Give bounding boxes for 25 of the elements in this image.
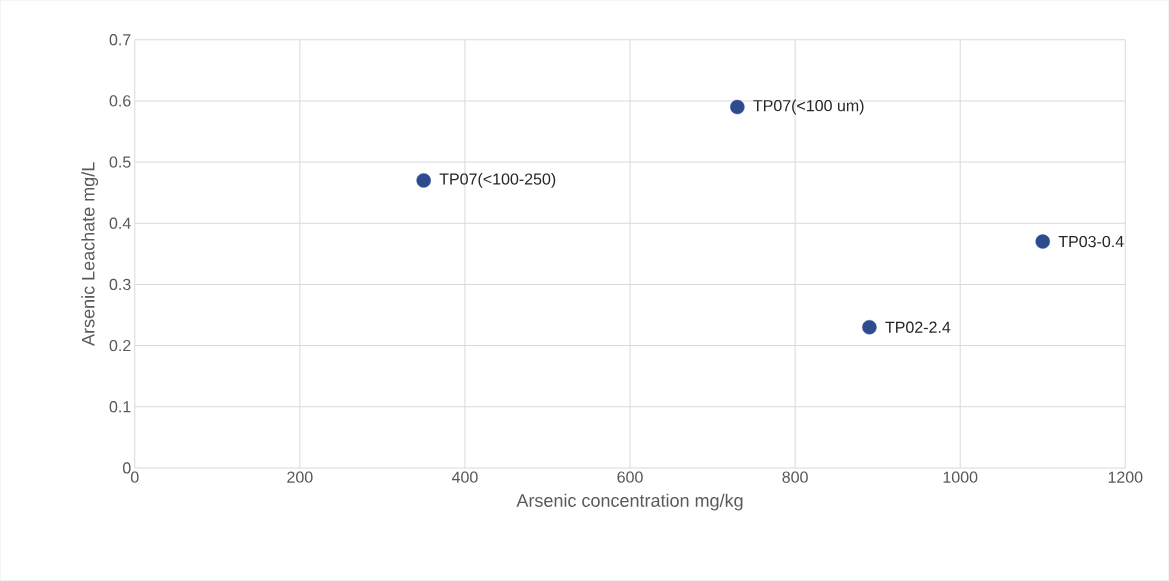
point bbox=[1035, 234, 1050, 249]
x-tick-label: 0 bbox=[130, 471, 139, 483]
x-tick-label: 1000 bbox=[943, 471, 978, 483]
x-tick-label: 200 bbox=[287, 471, 313, 483]
y-tick-label: 0.1 bbox=[109, 401, 131, 413]
y-tick-label: 0.7 bbox=[109, 34, 131, 46]
point bbox=[862, 320, 877, 335]
annotation: TP03-0.4 bbox=[1058, 236, 1124, 248]
y-tick-label: 0 bbox=[122, 462, 131, 474]
point bbox=[730, 99, 745, 115]
x-tick-label: 400 bbox=[451, 471, 478, 483]
x-tick-label: 600 bbox=[617, 471, 643, 483]
annotation: TP07(<100 um) bbox=[753, 99, 864, 115]
y-tick-label: 0.4 bbox=[109, 217, 131, 230]
y-tick-label: 0.2 bbox=[109, 340, 131, 352]
point bbox=[416, 173, 431, 188]
y-tick-label: 0.5 bbox=[109, 156, 131, 168]
y-axis-title: Arsenic Leachate mg/L bbox=[81, 162, 99, 347]
x-axis-title: Arsenic concentration mg/kg bbox=[516, 493, 743, 511]
x-tick-label: 1200 bbox=[1108, 471, 1143, 483]
y-tick-label: 0.6 bbox=[109, 95, 131, 107]
annotation: TP07(<100-250) bbox=[439, 173, 556, 189]
y-tick-label: 0.3 bbox=[109, 278, 131, 291]
x-tick-label: 800 bbox=[782, 471, 808, 483]
annotation: TP02-2.4 bbox=[885, 321, 951, 334]
